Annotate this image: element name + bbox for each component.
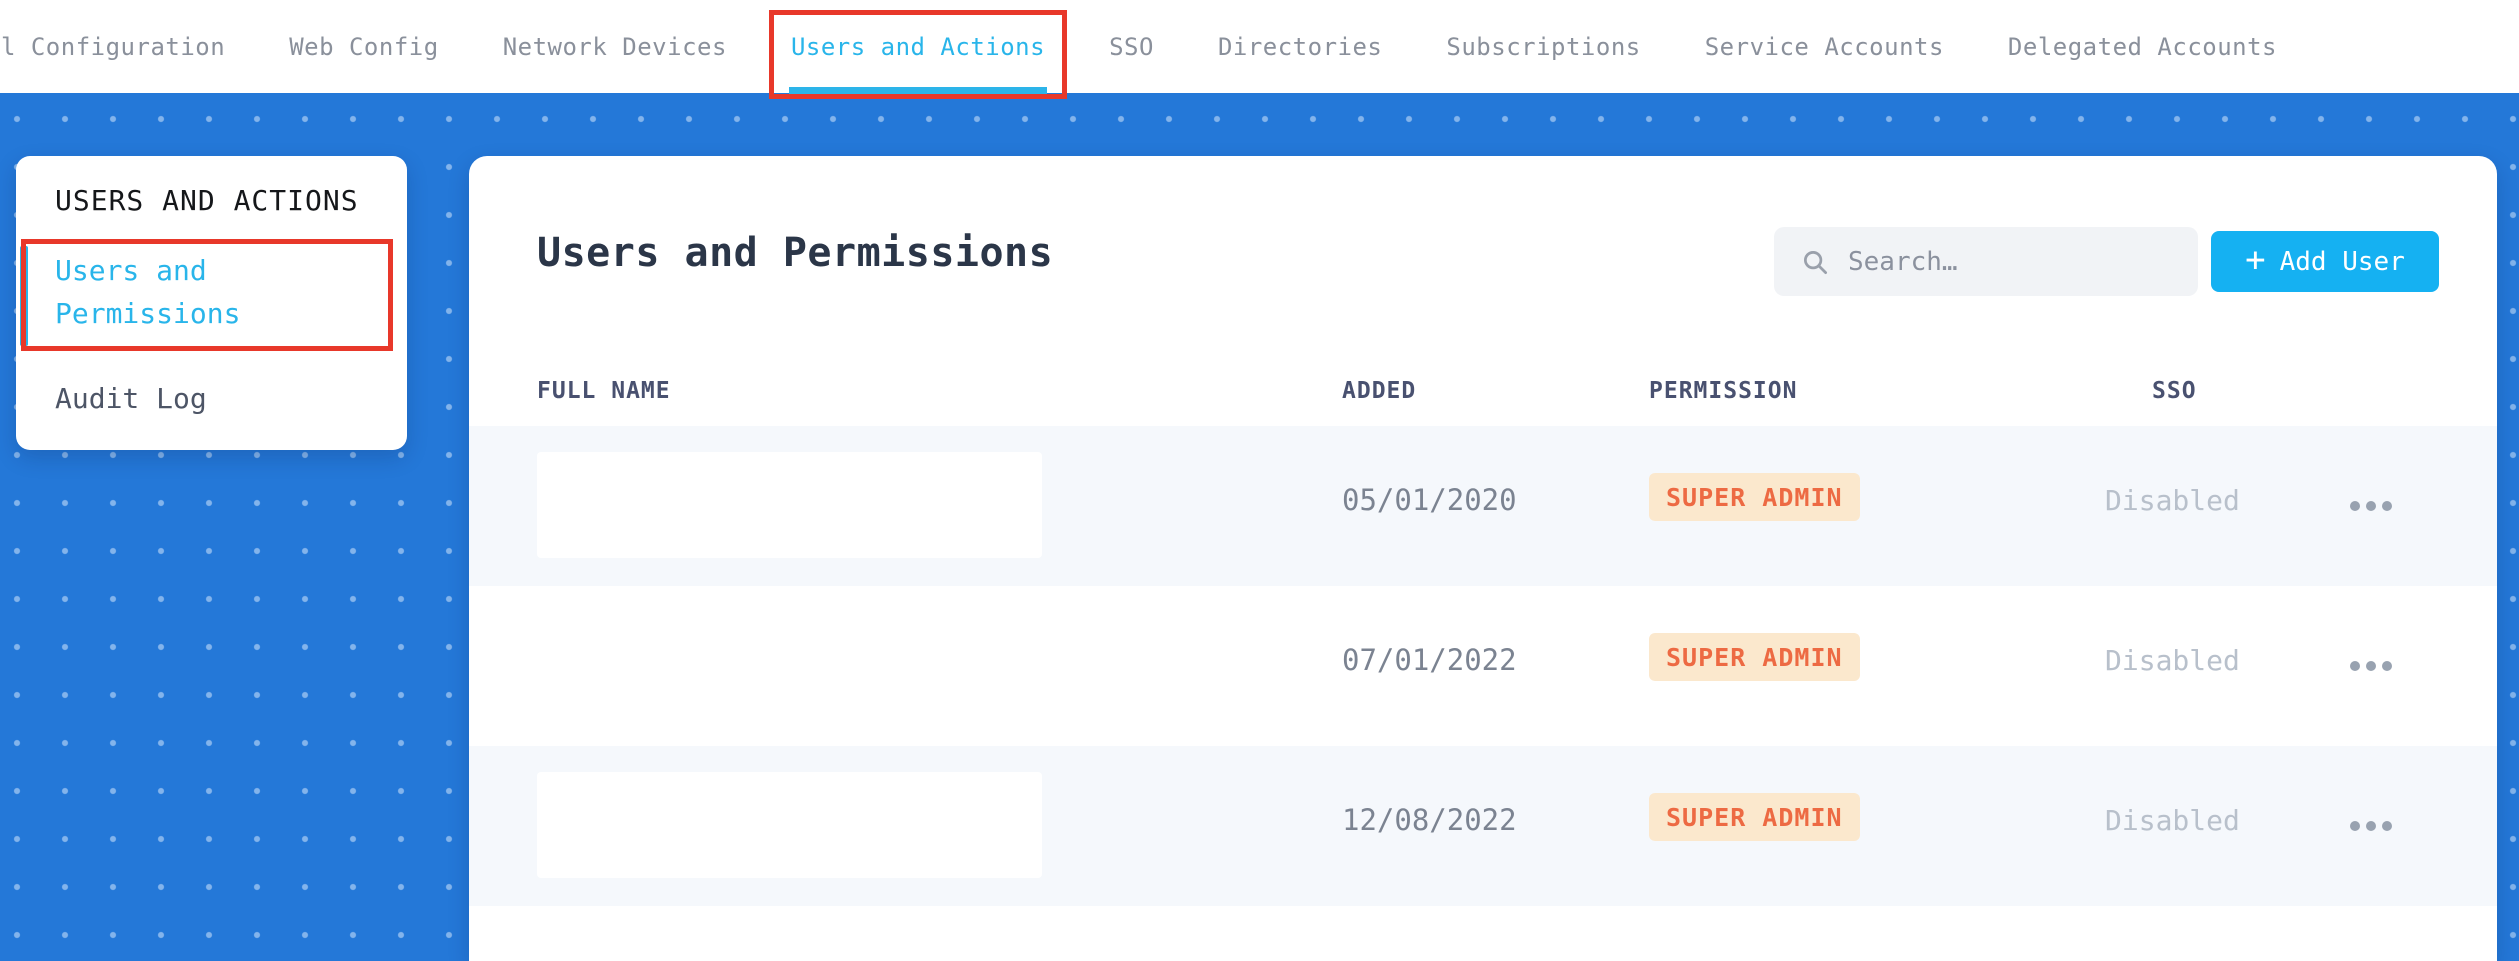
permission-badge: SUPER ADMIN (1649, 793, 1860, 841)
settings-tab-bar: il Configuration Web Config Network Devi… (0, 0, 2519, 99)
sidebar-heading: USERS AND ACTIONS (55, 184, 359, 217)
redacted-full-name (537, 772, 1042, 878)
users-and-actions-sidebar: USERS AND ACTIONS Users and Permissions … (16, 156, 407, 450)
row-actions-menu-button[interactable] (2341, 488, 2401, 524)
row-actions-menu-button[interactable] (2341, 808, 2401, 844)
tab-subscriptions[interactable]: Subscriptions (1446, 32, 1641, 61)
plus-icon: + (2245, 240, 2266, 280)
added-date: 07/01/2022 (1342, 643, 1517, 677)
tab-email-configuration[interactable]: il Configuration (0, 32, 226, 61)
permission-badge: SUPER ADMIN (1649, 633, 1860, 681)
search-icon (1804, 250, 1827, 274)
table-row: 12/08/2022 SUPER ADMIN Disabled (469, 746, 2497, 906)
redacted-full-name (537, 452, 1042, 558)
permission-badge: SUPER ADMIN (1649, 473, 1860, 521)
tab-delegated-accounts[interactable]: Delegated Accounts (2007, 32, 2278, 61)
active-tab-underline (788, 87, 1048, 96)
add-user-button[interactable]: + Add User (2211, 231, 2439, 292)
tab-service-accounts[interactable]: Service Accounts (1704, 32, 1944, 61)
row-actions-menu-button[interactable] (2341, 648, 2401, 684)
table-row: 05/01/2020 SUPER ADMIN Disabled (469, 426, 2497, 586)
added-date: 12/08/2022 (1342, 803, 1517, 837)
search-input[interactable] (1848, 246, 2148, 277)
sso-status: Disabled (2105, 484, 2240, 517)
add-user-label: Add User (2279, 246, 2405, 277)
tab-network-devices[interactable]: Network Devices (502, 32, 727, 61)
sso-status: Disabled (2105, 804, 2240, 837)
ellipsis-icon (2350, 821, 2360, 831)
tab-directories[interactable]: Directories (1217, 32, 1383, 61)
table-row: 07/01/2022 SUPER ADMIN Disabled (469, 586, 2497, 746)
sso-status: Disabled (2105, 644, 2240, 677)
column-header-full-name: FULL NAME (537, 378, 671, 404)
ellipsis-icon (2350, 501, 2360, 511)
tab-sso[interactable]: SSO (1109, 32, 1154, 61)
tab-users-and-actions-label: Users and Actions (790, 32, 1046, 61)
sidebar-item-users-and-permissions[interactable]: Users and Permissions (55, 254, 241, 330)
search-box[interactable] (1774, 227, 2198, 296)
column-header-sso: SSO (2152, 378, 2197, 404)
active-item-indicator (20, 246, 28, 346)
redacted-full-name (537, 612, 1042, 718)
ellipsis-icon (2350, 661, 2360, 671)
added-date: 05/01/2020 (1342, 483, 1517, 517)
tab-users-and-actions[interactable]: Users and Actions (768, 0, 1068, 99)
column-header-permission: PERMISSION (1649, 378, 1798, 404)
users-and-permissions-panel: Users and Permissions + Add User FULL NA… (469, 156, 2497, 961)
tab-web-config[interactable]: Web Config (289, 32, 439, 61)
column-header-added: ADDED (1342, 378, 1417, 404)
sidebar-item-audit-log[interactable]: Audit Log (55, 382, 207, 415)
page-title: Users and Permissions (537, 230, 1054, 276)
